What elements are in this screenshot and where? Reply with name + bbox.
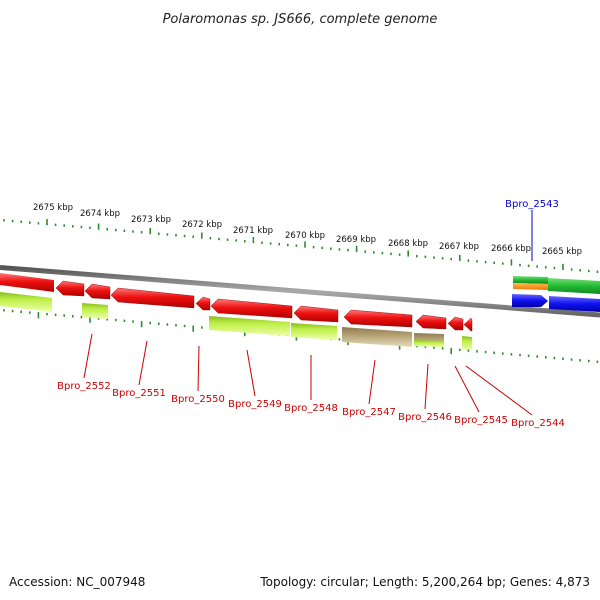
genome-summary-text: Topology: circular; Length: 5,200,264 bp… [259,575,590,589]
product-features [0,292,472,350]
gene-block [513,276,548,284]
label-leader [465,365,533,416]
gene-arrow [55,280,85,297]
gene-arrow [512,294,548,307]
product-block [414,340,444,347]
gene-arrow [210,298,293,319]
genome-backbone [0,265,600,318]
gene-label: Bpro_2544 [511,418,565,429]
gene-block [549,296,600,312]
scale-label: 2668 kbp [388,239,428,249]
gene-block [0,273,54,292]
gene-arrow [84,283,111,300]
scale-labels: 2675 kbp 2674 kbp 2673 kbp 2672 kbp 2671 kbp… [33,203,582,257]
accession-text: Accession: NC_007948 [9,575,145,589]
gene-block [548,278,600,294]
label-leaders [83,210,533,416]
scale-label: 2674 kbp [80,209,120,219]
gene-label: Bpro_2546 [398,412,452,423]
scale-label: 2666 kbp [491,244,531,254]
product-block [342,327,412,347]
gene-label: Bpro_2549 [228,399,282,410]
label-leader [197,345,200,392]
label-leader [368,359,376,405]
label-leader [138,340,148,386]
gene-label: Bpro_2552 [57,381,111,392]
map-title: Polaromonas sp. JS666, complete genome [163,12,438,27]
product-block [82,303,108,319]
scale-label: 2665 kbp [542,247,582,257]
gene-label: Bpro_2550 [171,394,225,405]
gene-arrow [195,296,211,311]
label-leader [246,349,256,397]
gene-label: Bpro_2545 [454,415,508,426]
product-block [291,323,337,340]
gene-label: Bpro_2543 [505,199,559,210]
label-leader [454,365,480,413]
scale-label: 2672 kbp [182,220,222,230]
gene-arrow [293,305,339,323]
outer-ticks [3,219,599,273]
gene-block [513,283,548,290]
label-leader [83,333,93,379]
scale-label: 2670 kbp [285,231,325,241]
gene-arrow [415,314,447,330]
gene-label: Bpro_2551 [112,388,166,399]
scale-label: 2669 kbp [336,235,376,245]
gene-arrow [110,287,195,309]
gene-arrow [343,309,413,328]
gene-arrow [463,317,473,332]
product-block [0,292,52,312]
product-block [462,336,472,350]
product-block [209,316,290,336]
gene-label: Bpro_2548 [284,403,338,414]
scale-label: 2671 kbp [233,226,273,236]
gene-label: Bpro_2547 [342,407,396,418]
gene-arrow [447,316,464,331]
scale-label: 2667 kbp [439,242,479,252]
label-leader [424,363,429,410]
scale-label: 2673 kbp [131,215,171,225]
scale-label: 2675 kbp [33,203,73,213]
gene-features [0,273,600,332]
